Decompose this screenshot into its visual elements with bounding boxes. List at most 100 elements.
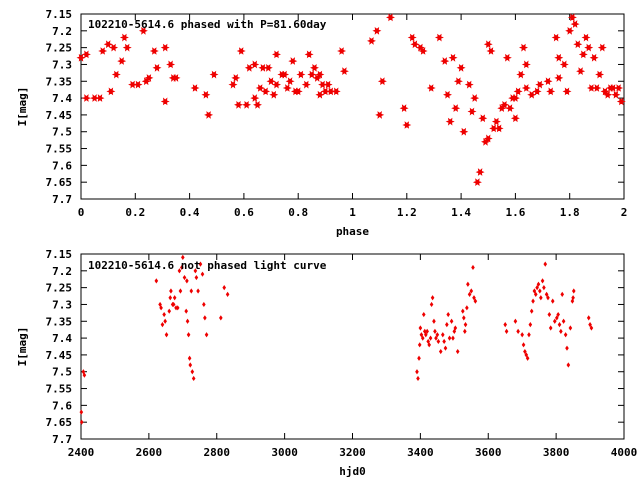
phased-data-point [109,43,119,52]
light-curve-x-tick-label: 3000 [271,446,298,459]
phased-data-point [81,94,91,102]
phased-data-point [144,74,154,82]
phased-y-tick-label: 7.3 [52,58,72,71]
light-curve-data-point [533,291,538,297]
phased-data-point [255,84,265,92]
phased-data-point [407,33,417,42]
phased-data-point [272,50,281,59]
light-curve-data-point [429,301,434,308]
phased-data-point [527,90,537,99]
light-curve-x-tick-label: 4000 [611,446,638,459]
phased-data-point [296,70,306,79]
phased-data-point [464,80,474,89]
phased-data-point [448,53,458,62]
light-curve-data-point [425,328,429,334]
phased-plot-points [76,13,626,187]
light-curve-data-point [538,288,542,294]
phased-data-point [310,63,319,72]
phased-data-point [244,63,254,72]
light-curve-data-point [528,322,533,328]
phased-data-point [518,43,528,52]
phased-data-point [532,87,542,96]
phased-plot-x-axis-label: phase [336,225,369,238]
phased-data-point [315,70,325,79]
phased-data-point [510,94,520,102]
light-curve-data-point [163,318,167,324]
phased-data-point [377,77,387,86]
light-curve-data-point [536,281,541,287]
phased-data-point [459,127,469,136]
light-curve-y-tick-label: 7.5 [52,366,72,379]
phased-data-point [301,80,311,89]
phased-data-point [190,84,200,92]
light-curve-data-point [446,311,451,318]
phased-data-point [98,47,108,55]
light-curve-x-tick-label: 2800 [204,446,231,459]
light-curve-data-point [471,264,475,271]
light-curve-data-point [187,355,192,361]
phased-data-point [76,53,86,62]
phased-data-point [266,77,276,86]
phased-data-point [280,70,290,79]
light-curve-data-point [524,352,529,358]
phased-data-point [399,104,409,113]
light-curve-data-point [417,355,421,361]
light-curve-data-point [440,332,445,338]
phased-y-tick-label: 7.45 [46,109,73,122]
phased-x-tick-label: 0.4 [180,206,200,219]
light-curve-data-point [188,362,193,368]
light-curve-data-point [523,348,527,355]
phased-data-point [272,80,281,89]
light-curve-y-tick-label: 7.3 [52,298,72,311]
light-curve-data-point [190,369,195,375]
light-curve-data-point [588,322,592,328]
phased-x-tick-label: 0 [78,206,85,219]
light-curve-data-point [557,322,562,328]
light-curve-data-point [182,274,187,281]
phased-data-point [562,87,572,96]
light-curve-data-point [531,298,535,304]
phased-data-point [472,178,482,187]
light-curve-data-point [467,291,472,297]
light-curve-plot-ticks: 2400 2600 2800 3000 3200 3400 3600 3800 4000 7.15… [46,248,638,459]
light-curve-x-tick-label: 3200 [339,446,366,459]
phased-y-tick-label: 7.2 [52,25,72,38]
phased-data-point [570,20,580,28]
phased-data-point [166,60,176,69]
light-curve-data-point [418,325,423,331]
phased-data-point [543,77,553,86]
phased-x-tick-label: 0.8 [288,206,308,219]
phased-data-point [499,100,509,109]
phased-data-point [258,63,268,72]
phased-data-point [443,90,452,99]
light-curve-data-point [563,332,568,338]
phased-data-point [282,84,292,92]
light-curve-x-tick-label: 3400 [407,446,434,459]
phased-data-point [250,60,260,69]
phased-plot: 0 0.2 0.4 0.6 0.8 1 1.2 1.4 1.6 1.8 2 7.15 7.2 7.25 7.… [16,8,627,238]
light-curve-data-point [435,332,440,338]
phased-data-point [478,114,488,123]
phased-data-point [250,94,260,102]
light-curve-data-point [442,338,446,345]
light-curve-y-tick-label: 7.7 [52,433,72,446]
light-curve-data-point [81,369,86,375]
light-curve-data-point [225,291,230,297]
phased-data-point [491,117,501,126]
light-curve-data-point [181,254,185,260]
phased-data-point [133,80,143,89]
phased-data-point [386,13,395,22]
phased-data-point [288,57,298,65]
phased-data-point [402,121,412,129]
light-curve-data-point [186,332,191,338]
light-curve-data-point [547,311,552,318]
light-curve-data-point [179,264,184,271]
phased-data-point [592,84,602,92]
phased-data-point [521,60,531,69]
light-curve-data-point [185,278,189,284]
phased-x-tick-label: 1.6 [505,206,525,219]
light-curve-x-tick-label: 3600 [475,446,502,459]
light-curve-plot-x-axis-label: hjd0 [339,465,366,478]
light-curve-data-point [586,315,591,321]
phased-plot-frame [80,13,625,200]
